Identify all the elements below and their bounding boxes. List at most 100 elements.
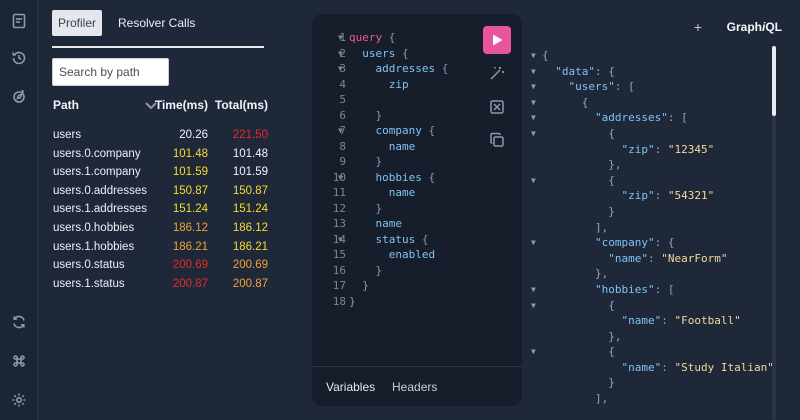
search-input[interactable] [52, 58, 169, 86]
fold-icon[interactable]: ▼ [531, 175, 536, 185]
line-number: 18 [332, 294, 346, 308]
line-number: 2 [339, 46, 346, 60]
fold-icon[interactable]: ▼ [531, 97, 536, 107]
row-path: users [53, 129, 82, 141]
merge-icon[interactable] [488, 98, 506, 116]
fold-icon[interactable]: ▼ [338, 64, 343, 73]
refresh-icon[interactable] [9, 312, 29, 332]
tab-variables[interactable]: Variables [326, 380, 376, 394]
run-button[interactable] [483, 26, 511, 54]
editor-footer: Variables Headers [312, 366, 522, 406]
prettify-icon[interactable] [488, 64, 506, 82]
code-line: 5 [312, 92, 482, 108]
code-line: 11 name [312, 185, 482, 201]
line-number: 10 [332, 170, 346, 184]
code-line: 6 } [312, 108, 482, 124]
table-row[interactable]: users.0.company 101.48 101.48 [53, 145, 268, 164]
code-line: 3 ▼ addresses { [312, 61, 482, 77]
fold-icon[interactable]: ▼ [531, 82, 536, 92]
line-number: 6 [339, 108, 346, 122]
row-time: 101.59 [172, 166, 208, 179]
table-row[interactable]: users.0.status 200.69 200.69 [53, 256, 268, 275]
tab-resolver-calls[interactable]: Resolver Calls [118, 16, 196, 30]
fold-icon[interactable]: ▼ [531, 128, 536, 138]
play-icon [493, 34, 503, 46]
column-time[interactable]: Time(ms) [154, 98, 208, 112]
line-number: 9 [339, 155, 346, 168]
code-line: 8 name [312, 139, 482, 155]
code-line: 15 enabled [312, 247, 482, 263]
fold-icon[interactable]: ▼ [531, 238, 536, 248]
profiler-tabs: Profiler Resolver Calls [52, 8, 264, 48]
fold-icon[interactable]: ▼ [531, 113, 536, 123]
row-time: 186.21 [172, 240, 208, 253]
fold-icon[interactable]: ▼ [531, 66, 536, 76]
fold-icon[interactable]: ▼ [531, 284, 536, 294]
fold-icon[interactable]: ▼ [338, 234, 343, 244]
line-number: 5 [339, 93, 346, 106]
copy-icon[interactable] [488, 131, 506, 149]
row-path: users.0.hobbies [53, 221, 135, 234]
table-header: Path Time(ms) Total(ms) [53, 98, 268, 114]
line-number: 8 [339, 139, 346, 153]
row-time: 20.26 [179, 129, 208, 141]
graphiql-logo: GraphiQL [726, 20, 782, 34]
settings-icon[interactable] [9, 390, 29, 410]
fold-icon[interactable]: ▼ [338, 172, 343, 182]
document-icon[interactable] [9, 11, 29, 31]
row-time: 200.87 [172, 277, 208, 290]
table-row[interactable]: users.1.hobbies 186.21 186.21 [53, 238, 268, 257]
code-line: 2 ▼ users { [312, 46, 482, 62]
query-code[interactable]: 1 ▼ query { 2 ▼ users { 3 ▼ addresses { 4 zi… [312, 30, 482, 309]
code-line: 14 ▼ status { [312, 232, 482, 248]
explorer-icon[interactable] [9, 86, 29, 106]
line-number: 14 [332, 232, 346, 246]
code-line: 17 } [312, 278, 482, 294]
code-line: 7 ▼ company { [312, 123, 482, 139]
row-total: 151.24 [232, 203, 268, 216]
row-total: 200.69 [232, 259, 268, 272]
history-icon[interactable] [9, 48, 29, 68]
response-panel: + GraphiQL ▼{ ▼ "data": { ▼ "users": [ ▼… [528, 14, 790, 420]
row-path: users.0.addresses [53, 184, 147, 197]
row-total: 101.48 [232, 147, 268, 160]
command-icon[interactable] [9, 351, 29, 371]
table-row[interactable]: users.1.status 200.87 200.87 [53, 275, 268, 294]
fold-icon[interactable]: ▼ [338, 126, 343, 135]
fold-icon[interactable]: ▼ [338, 48, 343, 58]
scrollbar-thumb[interactable] [772, 46, 776, 116]
code-line: 13 name [312, 216, 482, 232]
fold-icon[interactable]: ▼ [531, 300, 536, 310]
tab-headers[interactable]: Headers [392, 380, 438, 394]
query-editor[interactable]: 1 ▼ query { 2 ▼ users { 3 ▼ addresses { 4 zi… [312, 14, 522, 406]
row-path: users.1.company [53, 166, 141, 179]
code-line: 10 ▼ hobbies { [312, 170, 482, 186]
row-total: 186.12 [232, 221, 268, 234]
row-time: 150.87 [172, 184, 208, 197]
chevron-down-icon[interactable] [145, 100, 157, 114]
add-tab-button[interactable]: + [693, 19, 702, 35]
row-total: 101.59 [232, 166, 268, 179]
row-total: 221.50 [232, 129, 268, 141]
fold-icon[interactable]: ▼ [338, 33, 343, 42]
scrollbar-track[interactable] [772, 114, 776, 420]
table-row[interactable]: users.0.addresses 150.87 150.87 [53, 182, 268, 201]
line-number: 3 [339, 62, 346, 75]
column-path[interactable]: Path [53, 98, 80, 112]
line-number: 4 [339, 77, 346, 91]
line-number: 7 [339, 124, 346, 137]
row-path: users.0.company [53, 147, 141, 160]
row-total: 150.87 [232, 184, 268, 197]
row-total: 186.21 [232, 240, 268, 253]
table-row[interactable]: users.0.hobbies 186.12 186.12 [53, 219, 268, 238]
fold-icon[interactable]: ▼ [531, 347, 536, 357]
column-total[interactable]: Total(ms) [214, 98, 268, 112]
tab-profiler[interactable]: Profiler [52, 10, 102, 36]
row-total: 200.87 [232, 277, 268, 290]
table-row[interactable]: users.1.addresses 151.24 151.24 [53, 200, 268, 219]
table-row[interactable]: users.1.company 101.59 101.59 [53, 163, 268, 182]
table-row[interactable]: users 20.26 221.50 [53, 126, 268, 145]
row-time: 186.12 [172, 221, 208, 234]
fold-icon[interactable]: ▼ [531, 51, 536, 60]
line-number: 11 [332, 186, 346, 199]
